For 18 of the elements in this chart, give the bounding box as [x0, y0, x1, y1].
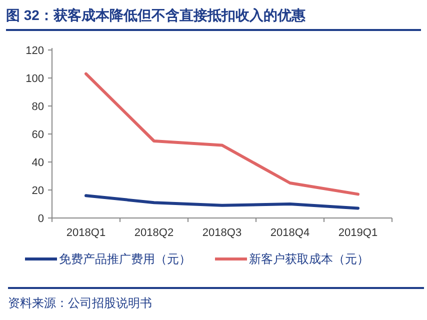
legend-label: 新客户获取成本（元） [249, 252, 369, 266]
y-tick-label: 100 [26, 73, 44, 85]
text: 资料来源：公司招股说明书 [8, 296, 152, 310]
x-tick-label: 2019Q1 [338, 227, 378, 239]
x-tick-label: 2018Q1 [66, 227, 106, 239]
y-tick-label: 120 [26, 45, 44, 57]
y-tick-label: 0 [38, 213, 44, 225]
x-tick-label: 2018Q3 [202, 227, 242, 239]
y-tick-label: 80 [32, 101, 44, 113]
legend-label: 免费产品推广费用（元） [59, 252, 191, 266]
y-tick-label: 40 [32, 157, 44, 169]
line-series [84, 72, 360, 196]
x-tick-label: 2018Q4 [270, 227, 310, 239]
line-series [84, 194, 360, 210]
chart-title: 图 32：获客成本降低但不含直接抵扣收入的优惠 [6, 7, 306, 23]
y-tick-label: 20 [32, 185, 44, 197]
x-tick-label: 2018Q2 [134, 227, 174, 239]
y-tick-label: 60 [32, 129, 44, 141]
